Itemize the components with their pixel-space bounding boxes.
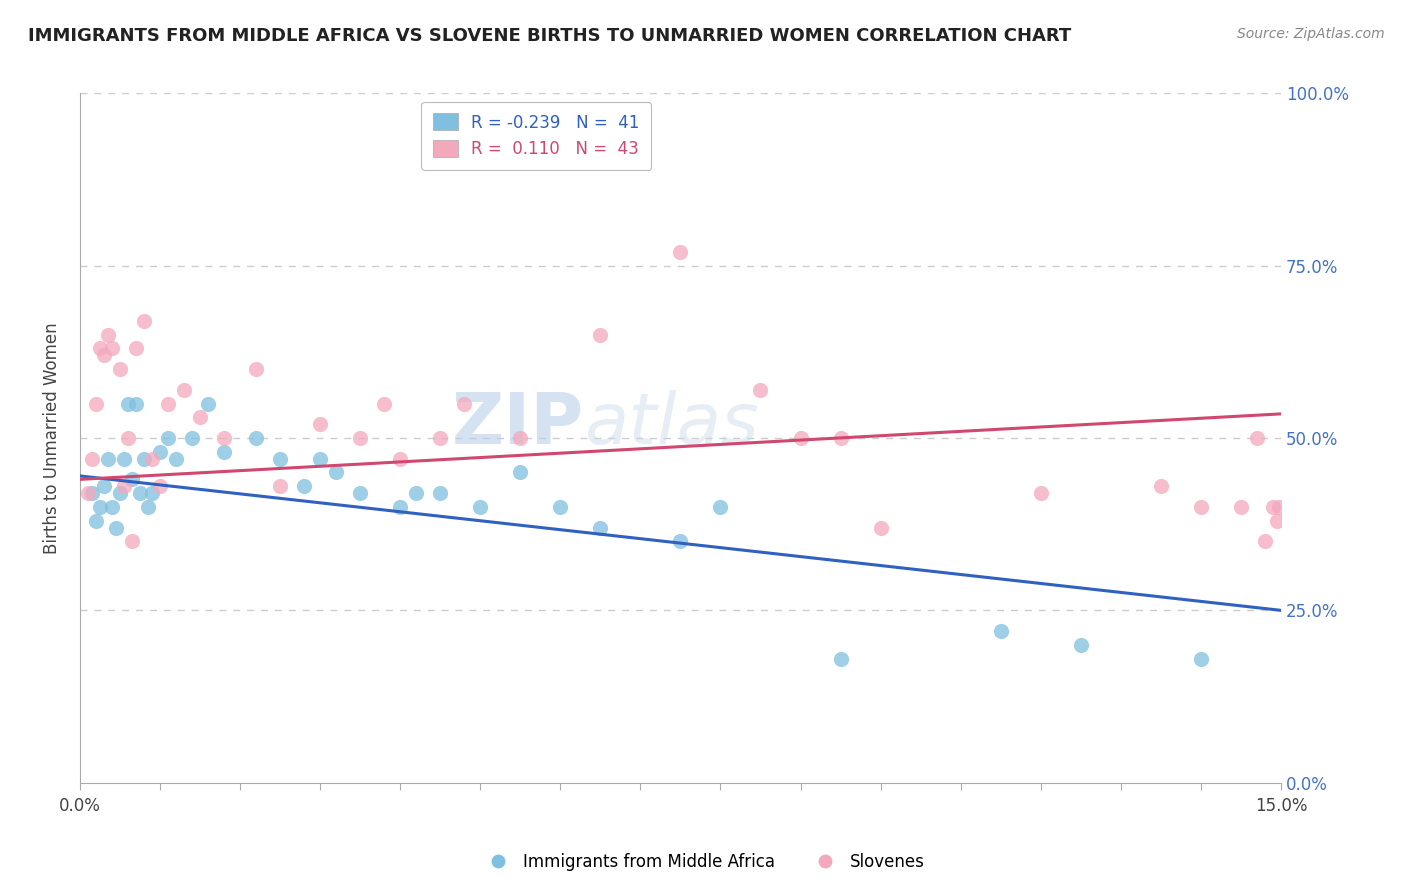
Point xyxy=(149,479,172,493)
Point xyxy=(77,486,100,500)
Point xyxy=(129,486,152,500)
Text: IMMIGRANTS FROM MIDDLE AFRICA VS SLOVENE BIRTHS TO UNMARRIED WOMEN CORRELATION C: IMMIGRANTS FROM MIDDLE AFRICA VS SLOVENE… xyxy=(28,27,1071,45)
Text: ZIP: ZIP xyxy=(453,390,585,458)
Point xyxy=(349,431,371,445)
Point xyxy=(789,431,811,445)
Point xyxy=(93,348,115,362)
Point xyxy=(84,396,107,410)
Point xyxy=(80,451,103,466)
Legend: R = -0.239   N =  41, R =  0.110   N =  43: R = -0.239 N = 41, R = 0.110 N = 43 xyxy=(422,102,651,169)
Point xyxy=(141,486,163,500)
Point xyxy=(132,314,155,328)
Point xyxy=(1070,638,1092,652)
Point xyxy=(101,342,124,356)
Point xyxy=(589,327,612,342)
Point xyxy=(108,362,131,376)
Point xyxy=(156,431,179,445)
Point xyxy=(1029,486,1052,500)
Point xyxy=(212,445,235,459)
Point xyxy=(93,479,115,493)
Point xyxy=(112,451,135,466)
Point xyxy=(89,342,111,356)
Point xyxy=(117,396,139,410)
Point xyxy=(830,651,852,665)
Point xyxy=(470,500,492,514)
Point xyxy=(156,396,179,410)
Point xyxy=(869,521,891,535)
Point xyxy=(125,396,148,410)
Point xyxy=(132,451,155,466)
Point xyxy=(80,486,103,500)
Point xyxy=(509,466,531,480)
Point xyxy=(429,431,451,445)
Point xyxy=(84,514,107,528)
Point xyxy=(101,500,124,514)
Point xyxy=(309,417,332,432)
Point xyxy=(1189,651,1212,665)
Point xyxy=(121,534,143,549)
Point xyxy=(245,431,267,445)
Point xyxy=(117,431,139,445)
Point xyxy=(112,479,135,493)
Point xyxy=(405,486,427,500)
Point xyxy=(349,486,371,500)
Point xyxy=(589,521,612,535)
Point xyxy=(309,451,332,466)
Point xyxy=(1267,500,1289,514)
Point xyxy=(97,451,120,466)
Point xyxy=(181,431,204,445)
Point xyxy=(141,451,163,466)
Point xyxy=(453,396,475,410)
Point xyxy=(89,500,111,514)
Point xyxy=(1150,479,1173,493)
Point xyxy=(1265,514,1288,528)
Point xyxy=(292,479,315,493)
Point xyxy=(125,342,148,356)
Text: Source: ZipAtlas.com: Source: ZipAtlas.com xyxy=(1237,27,1385,41)
Point xyxy=(389,500,412,514)
Point xyxy=(165,451,187,466)
Point xyxy=(245,362,267,376)
Point xyxy=(188,410,211,425)
Point xyxy=(136,500,159,514)
Y-axis label: Births to Unmarried Women: Births to Unmarried Women xyxy=(44,322,60,554)
Point xyxy=(669,244,692,259)
Point xyxy=(212,431,235,445)
Text: atlas: atlas xyxy=(585,390,759,458)
Point xyxy=(709,500,731,514)
Point xyxy=(990,624,1012,638)
Point xyxy=(1261,500,1284,514)
Point xyxy=(550,500,572,514)
Point xyxy=(108,486,131,500)
Point xyxy=(97,327,120,342)
Point xyxy=(509,431,531,445)
Point xyxy=(749,383,772,397)
Point xyxy=(197,396,219,410)
Point xyxy=(269,479,291,493)
Point xyxy=(104,521,127,535)
Point xyxy=(173,383,195,397)
Legend: Immigrants from Middle Africa, Slovenes: Immigrants from Middle Africa, Slovenes xyxy=(472,845,934,880)
Point xyxy=(1189,500,1212,514)
Point xyxy=(1254,534,1277,549)
Point xyxy=(669,534,692,549)
Point xyxy=(1230,500,1253,514)
Point xyxy=(1246,431,1268,445)
Point xyxy=(429,486,451,500)
Point xyxy=(269,451,291,466)
Point xyxy=(149,445,172,459)
Point xyxy=(121,472,143,486)
Point xyxy=(325,466,347,480)
Point xyxy=(373,396,395,410)
Point xyxy=(830,431,852,445)
Point xyxy=(389,451,412,466)
